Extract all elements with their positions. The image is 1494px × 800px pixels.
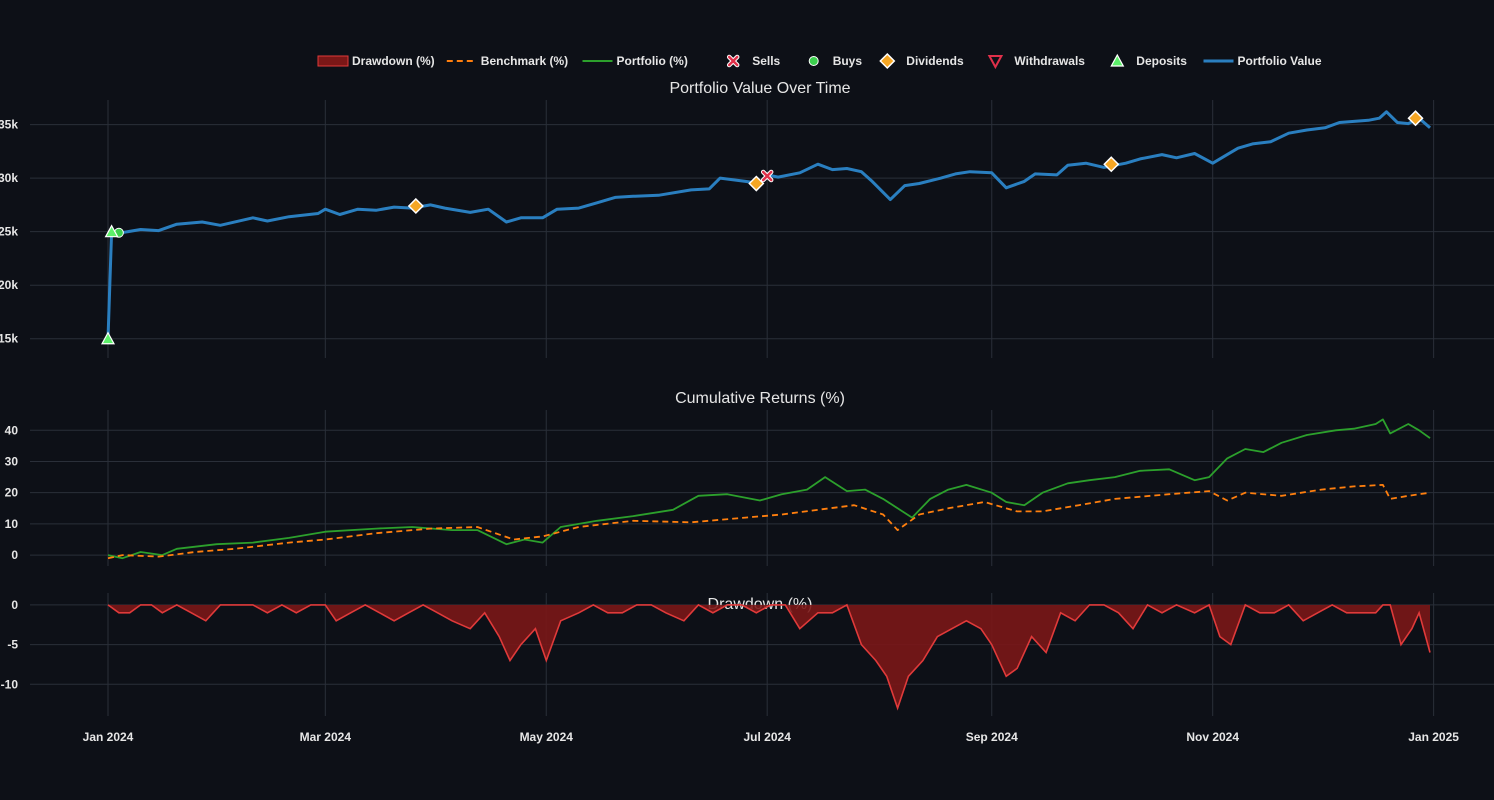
- drawdown-line: [107, 603, 1431, 711]
- y-tick-label: 40: [5, 423, 19, 437]
- panel-1-y-axis: 15k 20k 25k 30k 35k: [0, 118, 18, 346]
- dividend-marker: [748, 175, 765, 192]
- y-tick-label: 25k: [0, 225, 18, 239]
- y-tick-label: 20k: [0, 278, 18, 292]
- x-tick-label: Jan 2025: [1408, 730, 1459, 744]
- legend-item-drawdown: Drawdown (%): [317, 54, 435, 68]
- legend-item-portfolio_value: Portfolio Value: [1203, 54, 1322, 68]
- legend-item-sells: Sells: [726, 54, 781, 68]
- panel-2-y-axis: 0 10 20 30 40: [5, 423, 19, 562]
- legend: Drawdown (%) Benchmark (%) Portfolio (%) Se…: [317, 52, 1322, 70]
- panel-1: 15k 20k 25k 30k 35k Portfolio Value Over Time: [0, 80, 1494, 358]
- legend-item-dividends: Dividends: [879, 52, 964, 70]
- y-tick-label: 10: [5, 517, 19, 531]
- legend-swatch: [317, 55, 349, 67]
- panel-title: Cumulative Returns (%): [675, 390, 845, 407]
- y-tick-label: 30k: [0, 171, 18, 185]
- x-tick-label: Sep 2024: [966, 730, 1018, 744]
- dividend-marker: [1407, 110, 1424, 127]
- legend-sell-icon: [726, 54, 740, 68]
- panel-3: -10 -5 0 Drawdown (%): [1, 593, 1494, 716]
- x-axis-ticks: Jan 2024 Mar 2024 May 2024 Jul 2024 Sep 2024…: [83, 730, 1460, 744]
- y-tick-label: -5: [7, 638, 18, 652]
- legend-label: Portfolio (%): [617, 54, 688, 68]
- legend-item-portfolio_pct: Portfolio (%): [582, 54, 688, 68]
- legend-label: Sells: [752, 54, 780, 68]
- legend-dividend-icon: [879, 52, 896, 70]
- y-tick-label: -10: [1, 677, 19, 691]
- y-tick-label: 35k: [0, 118, 18, 132]
- legend-item-withdrawals: Withdrawals: [987, 54, 1085, 70]
- legend-deposit-icon: [1110, 53, 1125, 67]
- x-tick-label: May 2024: [520, 730, 574, 744]
- legend-item-buys: Buys: [808, 54, 863, 68]
- legend-sell-icon-stroke: [727, 55, 739, 67]
- legend-label: Buys: [833, 54, 863, 68]
- event-markers: [100, 110, 1424, 345]
- panel-2-grid: [30, 410, 1494, 566]
- portfolio-pct-line: [107, 418, 1431, 560]
- portfolio-value-line: [106, 110, 1431, 339]
- x-tick-label: Jul 2024: [744, 730, 792, 744]
- dividend-marker: [407, 197, 424, 215]
- drawdown-area: [108, 604, 1430, 709]
- legend-item-deposits: Deposits: [1110, 53, 1187, 68]
- y-tick-label: 0: [11, 548, 18, 562]
- legend-label: Benchmark (%): [481, 54, 568, 68]
- y-tick-label: 20: [5, 486, 19, 500]
- legend-label: Deposits: [1136, 54, 1187, 68]
- chart-panels: 15k 20k 25k 30k 35k Portfolio Value Over Time…: [0, 80, 1494, 716]
- legend-label: Dividends: [906, 54, 964, 68]
- legend-withdrawal-icon: [987, 55, 1004, 70]
- legend-buy-icon: [808, 56, 819, 66]
- y-tick-label: 0: [11, 598, 18, 612]
- benchmark-line: [107, 484, 1431, 560]
- panel-2: 0 10 20 30 40 Cumulative Returns (%): [5, 390, 1494, 566]
- deposit-marker: [104, 224, 119, 238]
- panel-3-y-axis: -10 -5 0: [1, 598, 19, 691]
- sell-marker-stroke: [761, 170, 773, 182]
- y-tick-label: 30: [5, 454, 19, 468]
- deposit-marker: [100, 331, 116, 345]
- x-tick-label: Nov 2024: [1186, 730, 1239, 744]
- y-tick-label: 15k: [0, 332, 18, 346]
- legend-item-benchmark: Benchmark (%): [446, 54, 568, 68]
- dividend-marker: [1103, 156, 1120, 173]
- panel-title: Drawdown (%): [708, 596, 813, 613]
- legend-label: Withdrawals: [1014, 54, 1085, 68]
- panel-title: Portfolio Value Over Time: [669, 80, 850, 97]
- legend-label: Drawdown (%): [352, 54, 435, 68]
- x-tick-label: Mar 2024: [300, 730, 352, 744]
- legend-label: Portfolio Value: [1238, 54, 1322, 68]
- sell-marker: [760, 169, 774, 183]
- x-tick-label: Jan 2024: [83, 730, 134, 744]
